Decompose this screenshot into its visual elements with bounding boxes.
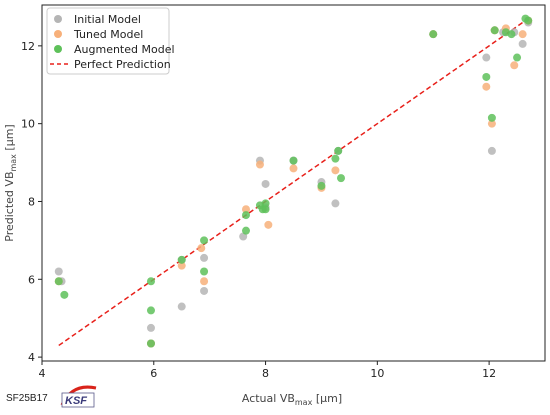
initial-model-point (146, 323, 155, 332)
legend-marker-tuned (54, 30, 62, 38)
augmented-model-point (490, 26, 499, 35)
data-points-layer (54, 14, 533, 348)
x-axis-ticks: 4 6 8 10 12 (39, 361, 496, 380)
augmented-model-point (146, 277, 155, 286)
augmented-model-point (482, 72, 491, 81)
x-tick-label: 4 (39, 367, 46, 380)
augmented-model-point (334, 146, 343, 155)
augmented-model-point (337, 174, 346, 183)
x-axis-label: Actual VBmax [μm] (242, 392, 342, 407)
perfect-prediction-line (58, 18, 529, 347)
initial-model-point (487, 146, 496, 155)
augmented-model-point (289, 156, 298, 165)
x-tick-label: 6 (150, 367, 157, 380)
legend-marker-augmented (54, 45, 62, 53)
x-tick-label: 10 (370, 367, 384, 380)
augmented-model-point (317, 181, 326, 190)
augmented-model-point (241, 226, 250, 235)
legend-label-initial: Initial Model (74, 13, 141, 26)
reference-line-layer (58, 18, 529, 347)
legend-label-tuned: Tuned Model (73, 28, 143, 41)
augmented-model-point (241, 211, 250, 220)
tuned-model-point (518, 30, 527, 39)
tuned-model-point (482, 82, 491, 91)
legend-marker-initial (54, 15, 62, 23)
tuned-model-point (197, 244, 206, 253)
initial-model-point (261, 179, 270, 188)
initial-model-point (177, 302, 186, 311)
tuned-model-point (331, 166, 340, 175)
initial-model-point (482, 53, 491, 62)
logo-text: KSF (65, 395, 87, 407)
tuned-model-point (510, 61, 519, 70)
y-tick-label: 10 (21, 118, 35, 131)
y-tick-label: 4 (28, 351, 35, 364)
augmented-model-point (507, 30, 516, 39)
legend: Initial Model Tuned Model Augmented Mode… (46, 7, 175, 75)
tuned-model-point (289, 164, 298, 173)
legend-frame (46, 7, 170, 75)
augmented-model-point (146, 339, 155, 348)
tuned-model-point (264, 220, 273, 229)
initial-model-point (331, 199, 340, 208)
augmented-model-point (429, 30, 438, 39)
tuned-model-point (487, 119, 496, 128)
augmented-model-point (146, 306, 155, 315)
augmented-model-point (331, 154, 340, 163)
augmented-model-point (261, 199, 270, 208)
legend-label-perfect-prediction: Perfect Prediction (74, 58, 171, 71)
x-tick-label: 12 (482, 367, 496, 380)
y-axis-ticks: 4 6 8 10 12 (21, 40, 42, 364)
legend-label-augmented: Augmented Model (74, 43, 175, 56)
y-tick-label: 12 (21, 40, 35, 53)
logo-box (61, 392, 95, 408)
tuned-model-point (200, 277, 209, 286)
augmented-model-point (200, 236, 209, 245)
augmented-model-point (524, 16, 533, 25)
y-axis-label: Predicted VBmax [μm] (3, 124, 18, 241)
tuned-model-point (241, 205, 250, 214)
augmented-model-point (177, 255, 186, 264)
augmented-model-point (200, 267, 209, 276)
augmented-model-point (487, 113, 496, 122)
tuned-model-point (177, 261, 186, 270)
initial-model-point (200, 253, 209, 262)
tuned-model-point (255, 160, 264, 169)
initial-model-point (200, 286, 209, 295)
ksf-logo: KSF (60, 385, 97, 408)
augmented-model-point (60, 290, 69, 299)
y-tick-label: 6 (28, 273, 35, 286)
figure-code: SF25B17 (6, 393, 48, 404)
initial-model-point (54, 267, 63, 276)
augmented-model-point (54, 277, 63, 286)
y-tick-label: 8 (28, 195, 35, 208)
augmented-model-point (261, 205, 270, 214)
x-tick-label: 8 (262, 367, 269, 380)
augmented-model-point (513, 53, 522, 62)
initial-model-point (518, 39, 527, 48)
